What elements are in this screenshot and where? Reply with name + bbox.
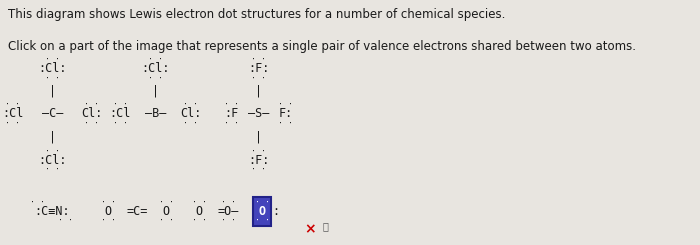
Text: |: |	[255, 85, 262, 98]
Text: |: |	[49, 131, 56, 144]
Text: · ·: · ·	[255, 216, 270, 225]
Text: · ·: · ·	[148, 74, 163, 83]
Text: :Cl:: :Cl:	[38, 62, 66, 75]
Text: · ·: · ·	[251, 74, 266, 83]
Text: :Cl: :Cl	[109, 108, 131, 121]
Text: · ·: · ·	[279, 100, 293, 109]
Text: :: :	[272, 205, 280, 218]
Text: :Cl:: :Cl:	[38, 154, 66, 167]
Text: :Cl:: :Cl:	[141, 62, 169, 75]
Text: :C≡N:: :C≡N:	[34, 205, 70, 218]
Text: · ·: · ·	[45, 165, 60, 174]
Text: · ·: · ·	[29, 198, 45, 207]
Text: · ·: · ·	[148, 55, 163, 64]
FancyBboxPatch shape	[253, 197, 271, 226]
Text: =O–: =O–	[218, 205, 239, 218]
Text: This diagram shows Lewis electron dot structures for a number of chemical specie: This diagram shows Lewis electron dot st…	[8, 8, 505, 21]
Text: · ·: · ·	[58, 216, 73, 225]
Text: · ·: · ·	[192, 198, 206, 207]
Text: :F:: :F:	[248, 62, 270, 75]
Text: –S–: –S–	[248, 108, 270, 121]
Text: · ·: · ·	[192, 216, 206, 225]
Text: :Cl: :Cl	[2, 108, 24, 121]
Text: · ·: · ·	[84, 119, 99, 128]
Text: · ·: · ·	[6, 100, 20, 109]
Text: · ·: · ·	[220, 198, 236, 207]
Text: · ·: · ·	[101, 198, 116, 207]
Text: ×: ×	[304, 223, 316, 237]
Text: =C=: =C=	[127, 205, 148, 218]
Text: · ·: · ·	[159, 216, 174, 225]
Text: · ·: · ·	[279, 119, 293, 128]
Text: O: O	[195, 205, 202, 218]
Text: · ·: · ·	[183, 119, 198, 128]
Text: · ·: · ·	[84, 100, 99, 109]
Text: Cl:: Cl:	[81, 108, 102, 121]
Text: · ·: · ·	[255, 198, 270, 207]
Text: · ·: · ·	[113, 100, 127, 109]
Text: O: O	[104, 205, 111, 218]
Text: · ·: · ·	[45, 74, 60, 83]
Text: · ·: · ·	[113, 119, 127, 128]
Text: O: O	[162, 205, 170, 218]
Text: · ·: · ·	[45, 55, 60, 64]
Text: · ·: · ·	[251, 165, 266, 174]
Text: · ·: · ·	[183, 100, 198, 109]
Text: · ·: · ·	[6, 119, 20, 128]
Text: ⓘ: ⓘ	[322, 221, 328, 231]
Text: :F:: :F:	[248, 154, 270, 167]
Text: · ·: · ·	[45, 147, 60, 156]
Text: |: |	[49, 85, 56, 98]
Text: · ·: · ·	[224, 100, 239, 109]
Text: · ·: · ·	[224, 119, 239, 128]
Text: |: |	[152, 85, 159, 98]
Text: · ·: · ·	[220, 216, 236, 225]
Text: · ·: · ·	[159, 198, 174, 207]
Text: · ·: · ·	[251, 55, 266, 64]
Text: O: O	[258, 205, 266, 218]
Text: Cl:: Cl:	[180, 108, 201, 121]
Text: |: |	[255, 131, 262, 144]
Text: F:: F:	[279, 108, 293, 121]
Text: –B–: –B–	[145, 108, 166, 121]
Text: · ·: · ·	[101, 216, 116, 225]
Text: –C–: –C–	[41, 108, 63, 121]
Text: :F: :F	[224, 108, 238, 121]
Text: · ·: · ·	[251, 147, 266, 156]
Text: Click on a part of the image that represents a single pair of valence electrons : Click on a part of the image that repres…	[8, 40, 636, 53]
